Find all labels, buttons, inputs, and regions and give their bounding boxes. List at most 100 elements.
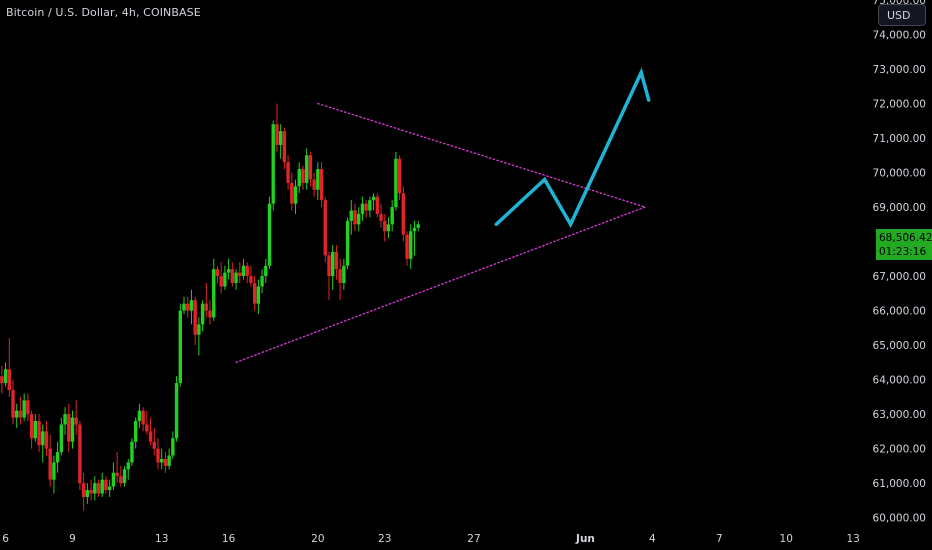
candle-body [85,490,90,497]
candle-body [44,431,49,449]
triangle-pattern [235,102,646,364]
candle-body [52,462,56,480]
candle-body [252,282,257,304]
y-tick-label: 74,000.00 [873,30,926,42]
currency-button[interactable]: USD [878,4,926,26]
candle-body [282,131,287,163]
candle-body [234,272,238,283]
candle-body [223,272,227,287]
candle-body [15,410,19,418]
candle-body [278,131,283,145]
candle-body [89,490,93,494]
candle-body [293,186,298,204]
candle-body [349,210,353,221]
candle-body [37,421,41,446]
candle-body [7,369,11,390]
candle-body [297,169,301,187]
y-tick-label: 73,000.00 [873,64,926,76]
candle-body [226,269,231,273]
candle-body [364,203,368,211]
bar-countdown-label: 01:23:16 [879,246,927,258]
candle-body [219,276,223,287]
y-tick-label: 64,000.00 [873,375,926,387]
projection-arrow [494,67,651,229]
candle-body [67,414,71,442]
candle-body [156,448,160,463]
candle-body [397,158,402,194]
candle-body [107,486,112,491]
candle-body [275,124,279,145]
candle-body [18,410,23,418]
candle-body [401,193,406,235]
x-tick-label: 20 [311,533,324,545]
candle-body [115,472,119,477]
last-price-label: 68,506.42 [879,232,932,244]
candle-body [178,310,182,384]
candle-body [383,220,387,232]
candle-body [215,269,220,277]
y-tick-label: 61,000.00 [873,478,926,490]
candle-body [126,462,130,470]
candle-body [245,265,249,277]
candlestick-series [0,103,420,511]
x-tick-label: 4 [649,533,656,545]
candle-body [141,410,145,425]
candle-body [312,179,316,190]
candle-body [33,421,38,439]
candle-body [304,155,309,183]
candle-body [3,369,8,384]
candle-body [204,303,209,311]
candle-body [308,155,313,180]
candle-body [81,483,86,497]
candle-body [290,182,294,204]
candle-body [208,310,212,318]
x-tick-label: 7 [716,533,723,545]
candle-body [212,269,216,318]
x-tick-label: 13 [846,533,859,545]
candle-body [119,476,123,484]
candle-body [394,158,398,208]
candle-body [230,269,235,283]
time-axis: 6 9 13 16 20 23 27 Jun 4 7 10 13 [2,533,860,545]
candle-body [104,479,108,491]
candle-body [160,458,164,463]
candle-body [375,196,380,214]
candle-body [323,200,327,256]
last-price-badge: 68,506.42 01:23:16 [876,229,932,260]
candle-body [267,203,272,266]
candle-body [416,224,420,228]
x-tick-label: 9 [69,533,76,545]
candle-body [357,213,361,225]
x-tick-label: 10 [780,533,793,545]
candle-body [193,300,197,335]
candle-body [152,441,156,449]
candle-body [100,479,104,494]
candle-body [145,424,149,432]
candle-body [189,300,194,311]
candle-body [249,276,253,283]
candle-body [271,124,275,204]
candle-body [338,269,342,283]
price-axis: 60,000.00 61,000.00 62,000.00 63,000.00 64,0… [873,0,926,525]
candle-body [163,458,168,466]
triangle-lower-line[interactable] [235,206,646,364]
candle-body [171,438,175,456]
candle-body [93,483,97,494]
candle-body [368,200,372,211]
candle-body [260,276,264,287]
y-tick-label: 65,000.00 [873,340,926,352]
y-tick-label: 71,000.00 [873,133,926,145]
candle-body [390,207,394,225]
candle-body [319,169,324,201]
projection-path[interactable] [494,67,651,229]
candle-body [74,417,78,425]
candle-body [48,448,52,480]
x-tick-label: 27 [467,533,480,545]
candle-body [22,400,26,418]
x-tick-label: 13 [155,533,168,545]
candle-body [29,414,34,439]
triangle-upper-line[interactable] [317,102,646,208]
symbol-title: Bitcoin / U.S. Dollar, 4h, COINBASE [6,6,201,19]
candle-body [11,389,15,418]
